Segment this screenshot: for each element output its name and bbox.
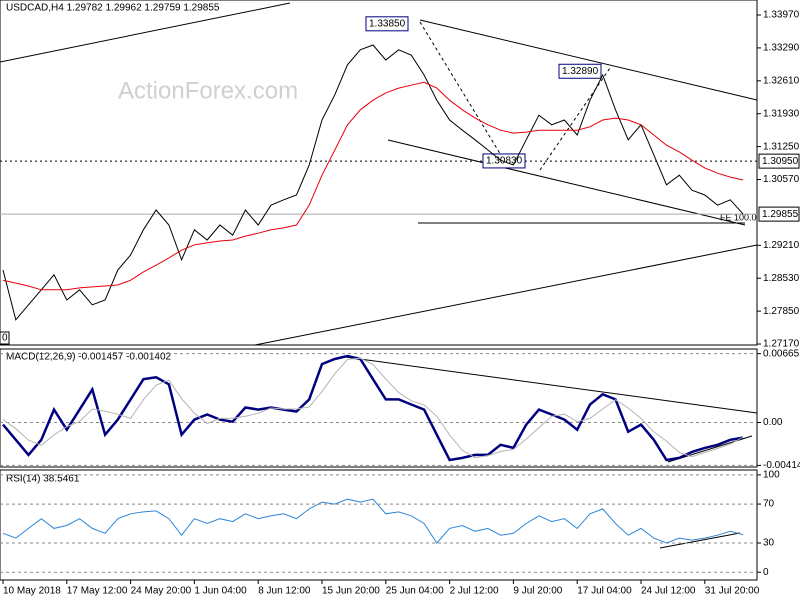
panel-title: MACD(12,26,9) -0.001457 -0.001402 bbox=[6, 352, 172, 363]
y-tick-label: 1.31930 bbox=[763, 108, 800, 119]
watermark: ActionForex.com bbox=[118, 77, 298, 104]
y-tick-label: 1.30570 bbox=[763, 174, 800, 185]
annotation-label: 1.32890 bbox=[562, 66, 599, 77]
trendline bbox=[419, 21, 511, 171]
y-tick-label: 70 bbox=[763, 499, 775, 510]
panel-title: RSI(14) 38.5461 bbox=[6, 474, 80, 485]
y-tick-label: 0 bbox=[763, 567, 769, 578]
x-tick-label: 10 May 2018 bbox=[3, 586, 61, 597]
y-tick-label: 30 bbox=[763, 538, 775, 549]
trendlines bbox=[0, 2, 758, 549]
series-line bbox=[2, 44, 744, 321]
trendline bbox=[344, 356, 758, 414]
fe-label: FE 100.0 bbox=[720, 212, 757, 222]
y-tick-label: 1.29210 bbox=[763, 240, 800, 251]
macd-panel bbox=[0, 348, 758, 468]
label-box bbox=[0, 331, 10, 345]
y-tick-label: 1.27170 bbox=[763, 339, 800, 350]
annotation-box bbox=[558, 63, 602, 79]
x-tick-label: 17 May 12:00 bbox=[67, 586, 128, 597]
price-panel bbox=[0, 0, 758, 346]
level-label: 1.29855 bbox=[762, 209, 799, 220]
annotation-box bbox=[482, 153, 526, 169]
y-tick-label: 1.31250 bbox=[763, 141, 800, 152]
y-tick-label: -0.004145 bbox=[763, 460, 800, 471]
x-tick-label: 24 May 20:00 bbox=[131, 586, 192, 597]
trendline bbox=[254, 244, 758, 346]
x-tick-label: 1 Jun 04:00 bbox=[194, 586, 247, 597]
y-tick-label: 0.00 bbox=[763, 417, 783, 428]
x-tick-label: 25 Jun 04:00 bbox=[386, 586, 444, 597]
trendline bbox=[539, 67, 611, 171]
x-tick-label: 8 Jun 12:00 bbox=[258, 586, 311, 597]
x-tick-label: 17 Jul 04:00 bbox=[577, 586, 632, 597]
annotation-box bbox=[365, 16, 409, 32]
series-line bbox=[2, 81, 744, 291]
x-tick-label: 24 Jul 12:00 bbox=[641, 586, 696, 597]
trendline bbox=[387, 139, 746, 226]
y-tick-label: 1.27850 bbox=[763, 306, 800, 317]
y-tick-label: 0.006651 bbox=[763, 348, 800, 359]
level-label: 1.30950 bbox=[762, 156, 799, 167]
x-tick-label: 31 Jul 20:00 bbox=[705, 586, 760, 597]
x-tick-label: 15 Jun 20:00 bbox=[322, 586, 380, 597]
x-tick-label: 2 Jul 12:00 bbox=[450, 586, 499, 597]
annotation-label: 1.33850 bbox=[369, 18, 406, 29]
series-line bbox=[2, 354, 744, 462]
level-box bbox=[758, 153, 800, 169]
y-tick-label: 100 bbox=[763, 470, 780, 481]
trendline bbox=[419, 19, 758, 101]
rsi-panel bbox=[0, 469, 758, 581]
y-tick-label: 1.28530 bbox=[763, 273, 800, 284]
trendline bbox=[0, 2, 291, 63]
chart-title: USDCAD,H4 1.29782 1.29962 1.29759 1.2985… bbox=[6, 3, 220, 14]
series-line bbox=[2, 357, 744, 459]
series-line bbox=[2, 498, 744, 544]
y-tick-label: 1.32610 bbox=[763, 75, 800, 86]
level-box bbox=[758, 206, 800, 222]
trendline bbox=[659, 532, 741, 549]
corner-label: 0 bbox=[2, 333, 8, 344]
x-tick-label: 9 Jul 20:00 bbox=[513, 586, 562, 597]
y-tick-label: 1.33290 bbox=[763, 43, 800, 54]
y-tick-label: 1.33970 bbox=[763, 10, 800, 21]
